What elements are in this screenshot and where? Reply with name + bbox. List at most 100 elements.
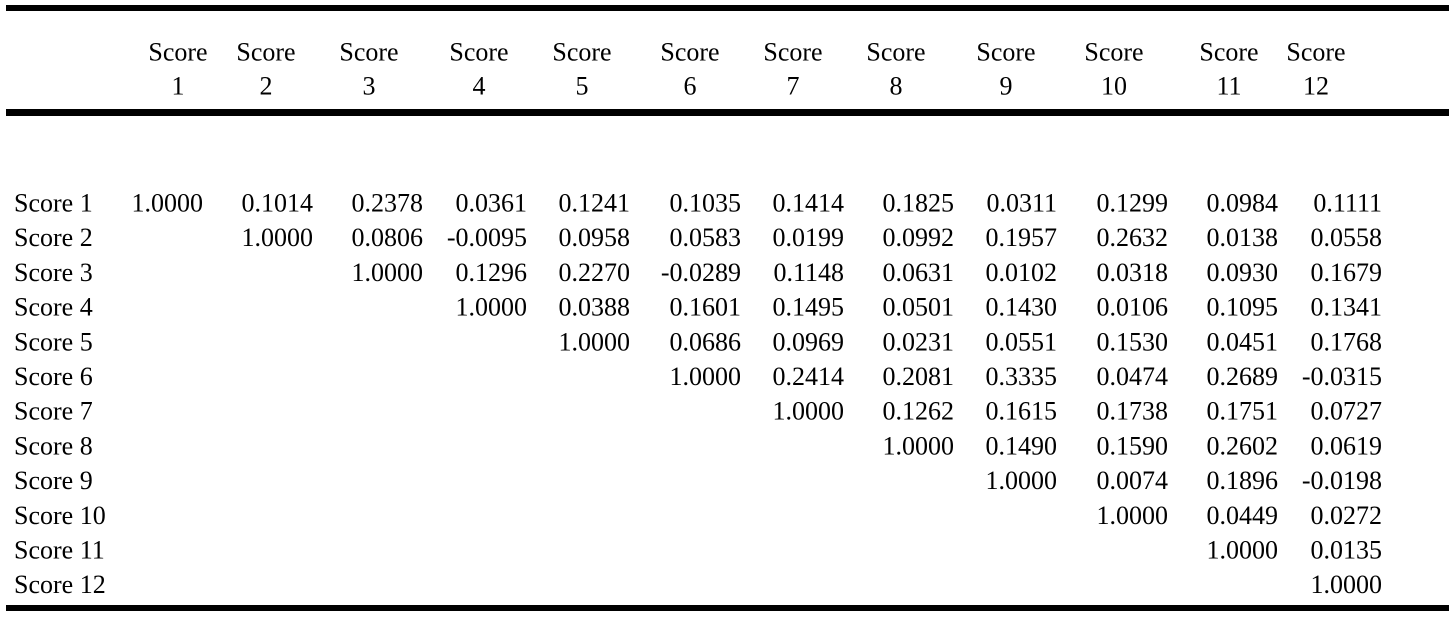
- cell-value: 0.0231: [883, 327, 955, 356]
- cell-value: 1.0000: [883, 431, 955, 460]
- cell-value: 0.0074: [1097, 466, 1169, 495]
- column-header: 8: [890, 72, 903, 101]
- cell-value: 0.0619: [1311, 431, 1383, 460]
- column-header: Score: [236, 38, 295, 67]
- cell-value: 0.0311: [986, 189, 1057, 218]
- cell-value: 0.0558: [1311, 223, 1383, 252]
- cell-value: -0.0289: [661, 258, 741, 287]
- bottom-rule: [6, 605, 1449, 611]
- cell-value: 1.0000: [1097, 501, 1169, 530]
- cell-value: 0.0806: [352, 223, 424, 252]
- column-header: 6: [684, 72, 697, 101]
- cell-value: 0.1615: [986, 397, 1058, 426]
- cell-value: 0.1111: [1313, 189, 1382, 218]
- cell-value: 1.0000: [986, 466, 1058, 495]
- cell-value: 0.0969: [773, 327, 845, 356]
- cell-value: 1.0000: [1207, 536, 1279, 565]
- column-header: 10: [1101, 72, 1127, 101]
- cell-value: 0.1601: [670, 293, 742, 322]
- cell-value: 0.2632: [1097, 223, 1169, 252]
- cell-value: 0.1825: [883, 189, 955, 218]
- cell-value: 0.0727: [1311, 397, 1383, 426]
- cell-value: 0.0199: [773, 223, 845, 252]
- cell-value: 0.1768: [1311, 327, 1383, 356]
- cell-value: 0.2602: [1207, 431, 1279, 460]
- cell-value: 0.1095: [1207, 293, 1279, 322]
- cell-value: 0.2378: [352, 189, 424, 218]
- cell-value: 0.1241: [559, 189, 631, 218]
- cell-value: 1.0000: [242, 223, 314, 252]
- top-rule: [6, 5, 1449, 11]
- cell-value: 0.0272: [1311, 501, 1383, 530]
- cell-value: 0.2081: [883, 362, 955, 391]
- cell-value: 1.0000: [670, 362, 742, 391]
- column-header: Score: [866, 38, 925, 67]
- column-header: 12: [1303, 72, 1329, 101]
- column-header: 2: [260, 72, 273, 101]
- column-header: Score: [148, 38, 207, 67]
- cell-value: 0.0388: [559, 293, 631, 322]
- cell-value: 0.0631: [883, 258, 955, 287]
- cell-value: 0.0686: [670, 327, 742, 356]
- cell-value: 0.1957: [986, 223, 1058, 252]
- row-label: Score 10: [14, 501, 106, 530]
- cell-value: -0.0198: [1302, 466, 1382, 495]
- header-rule: [6, 109, 1449, 116]
- row-label: Score 9: [14, 466, 93, 495]
- column-header: 1: [172, 72, 185, 101]
- cell-value: 0.0361: [456, 189, 528, 218]
- cell-value: 0.1490: [986, 431, 1058, 460]
- cell-value: 0.1148: [773, 258, 844, 287]
- column-header: Score: [552, 38, 611, 67]
- cell-value: 1.0000: [352, 258, 424, 287]
- cell-value: 0.1590: [1097, 431, 1169, 460]
- cell-value: 0.0984: [1207, 189, 1279, 218]
- cell-value: 0.2414: [773, 362, 845, 391]
- column-header: 4: [473, 72, 486, 101]
- row-label: Score 2: [14, 223, 93, 252]
- cell-value: 0.0474: [1097, 362, 1169, 391]
- cell-value: 0.0106: [1097, 293, 1169, 322]
- row-label: Score 8: [14, 431, 93, 460]
- column-header: Score: [1286, 38, 1345, 67]
- cell-value: 0.0551: [986, 327, 1058, 356]
- cell-value: 0.1495: [773, 293, 845, 322]
- row-label: Score 11: [14, 536, 105, 565]
- cell-value: 0.1530: [1097, 327, 1169, 356]
- cell-value: 0.1751: [1207, 397, 1279, 426]
- column-header: 7: [787, 72, 800, 101]
- cell-value: 0.0501: [883, 293, 955, 322]
- cell-value: 0.1738: [1097, 397, 1169, 426]
- column-header: Score: [660, 38, 719, 67]
- cell-value: 0.0102: [986, 258, 1058, 287]
- cell-value: 0.0958: [559, 223, 631, 252]
- row-label: Score 6: [14, 362, 93, 391]
- column-header: Score: [1084, 38, 1143, 67]
- cell-value: 1.0000: [773, 397, 845, 426]
- cell-value: 0.1896: [1207, 466, 1279, 495]
- cell-value: 0.0992: [883, 223, 955, 252]
- cell-value: 0.1262: [883, 397, 955, 426]
- column-header: Score: [976, 38, 1035, 67]
- cell-value: 0.2689: [1207, 362, 1279, 391]
- cell-value: 0.1414: [773, 189, 845, 218]
- column-header: 9: [1000, 72, 1013, 101]
- cell-value: 0.3335: [986, 362, 1058, 391]
- column-header: 3: [363, 72, 376, 101]
- row-label: Score 1: [14, 189, 93, 218]
- cell-value: 0.1341: [1311, 293, 1383, 322]
- cell-value: 0.1014: [242, 189, 314, 218]
- column-header: Score: [449, 38, 508, 67]
- row-label: Score 12: [14, 570, 106, 599]
- cell-value: 0.0930: [1207, 258, 1279, 287]
- cell-value: 0.0135: [1311, 536, 1383, 565]
- cell-value: 1.0000: [1311, 570, 1383, 599]
- row-label: Score 4: [14, 293, 93, 322]
- cell-value: 1.0000: [456, 293, 528, 322]
- cell-value: 0.0583: [670, 223, 742, 252]
- cell-value: 0.1430: [986, 293, 1058, 322]
- cell-value: 0.1299: [1097, 189, 1169, 218]
- cell-value: 0.2270: [559, 258, 631, 287]
- row-label: Score 3: [14, 258, 93, 287]
